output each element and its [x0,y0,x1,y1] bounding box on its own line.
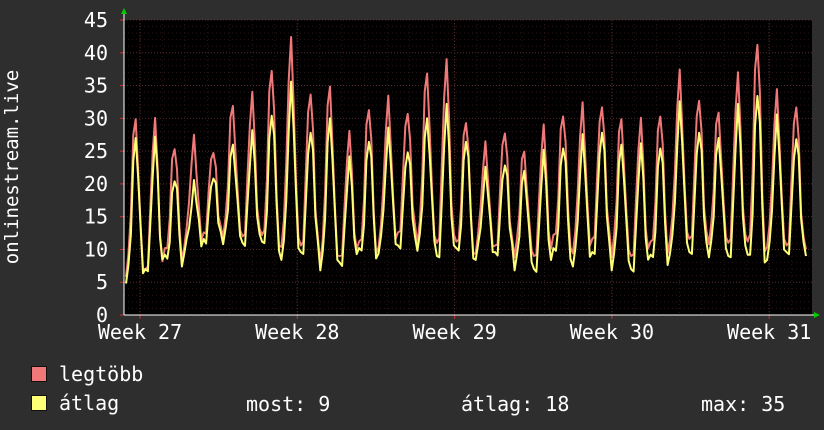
y-tick-label: 25 [84,139,108,163]
legend-swatch-max [31,366,47,382]
series-lines [125,36,807,284]
legend-label-avg: átlag [59,391,120,415]
legend-swatch-avg [31,395,47,411]
y-tick-label: 15 [84,205,108,229]
line-chart: 0 5 10 15 20 25 30 35 40 45 Week 27 Week 28 Week 29 W… [1,8,820,344]
y-tick-label: 45 [84,8,108,32]
x-tick-label: Week 30 [570,320,654,344]
y-tick-label: 40 [84,41,108,65]
series-line-avg [125,80,807,284]
y-tick-label: 30 [84,106,108,130]
y-tick-label: 10 [84,237,108,261]
x-tick-label: Week 27 [98,320,182,344]
y-tick-label: 5 [96,270,108,294]
stat-max: max: 35 [701,392,786,416]
y-axis-label: onlinestream.live [1,70,23,264]
y-axis-arrow [121,8,127,14]
y-tick-label: 0 [96,303,108,327]
tick-labels: 0 5 10 15 20 25 30 35 40 45 Week 27 Week 28 Week 29 W… [84,8,811,344]
x-tick-label: Week 28 [255,320,339,344]
legend-label-max: legtöbb [59,362,144,386]
axes [120,8,820,319]
stat-avg: átlag: 18 [461,392,570,416]
y-tick-label: 20 [84,172,108,196]
x-tick-label: Week 29 [412,320,496,344]
x-axis-arrow [814,312,820,318]
stat-now: most: 9 [246,392,331,416]
legend-item-avg: átlag [31,391,120,415]
x-tick-label: Week 31 [727,320,811,344]
y-tick-label: 35 [84,74,108,98]
grid [124,19,812,315]
legend-item-max: legtöbb [31,362,144,386]
